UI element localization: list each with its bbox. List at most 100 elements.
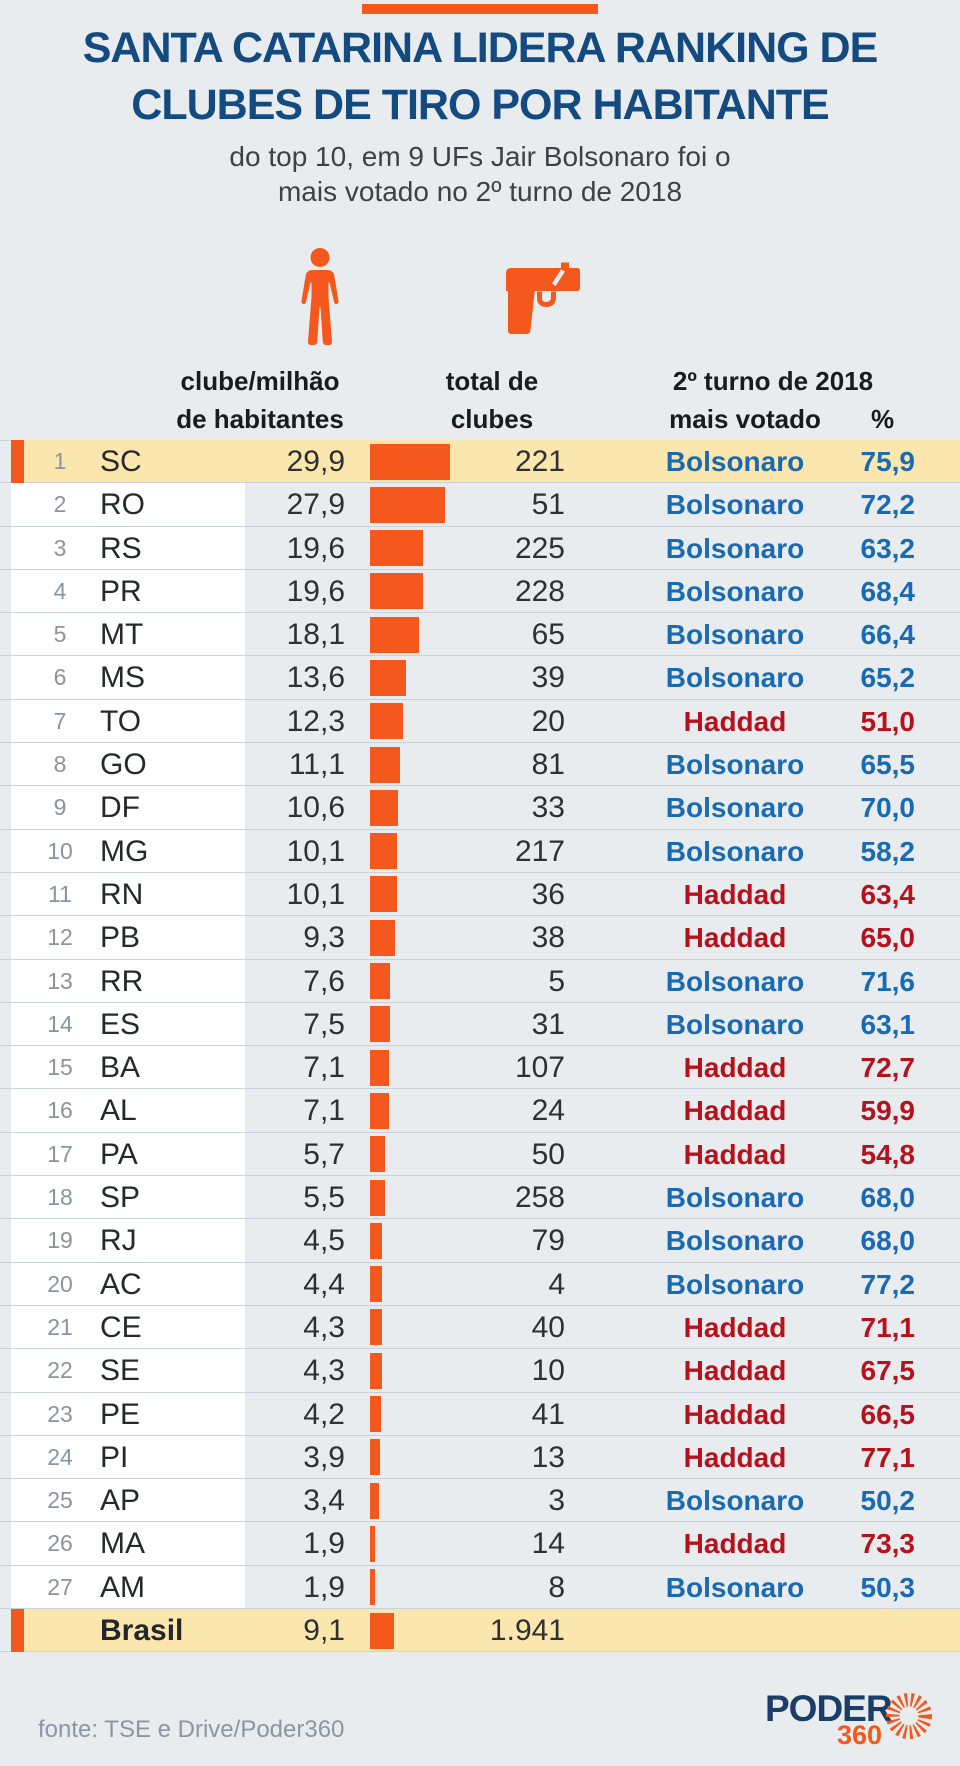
candidate-cell: Bolsonaro [665, 965, 805, 997]
pct-cell: 65,0 [860, 922, 916, 954]
rank-cell: 16 [47, 1097, 73, 1124]
value-bar [370, 530, 423, 567]
value-cell: 4,4 [303, 1267, 345, 1301]
uf-cell: RS [100, 531, 142, 565]
pct-cell: 68,0 [860, 1225, 916, 1257]
candidate-cell: Haddad [683, 1052, 787, 1084]
value-cell: 10,1 [286, 834, 345, 868]
value-bar [370, 1309, 382, 1346]
uf-cell: AP [100, 1484, 141, 1518]
value-bar [370, 1092, 390, 1129]
page-subtitle: do top 10, em 9 UFs Jair Bolsonaro foi o… [0, 139, 960, 209]
total-cell: 1.941 [489, 1614, 565, 1648]
value-bar [370, 659, 407, 696]
logo-wordmark: PODER [765, 1688, 893, 1729]
value-cell: 11,1 [288, 748, 345, 782]
value-bar [370, 616, 419, 653]
candidate-cell: Bolsonaro [665, 835, 805, 867]
candidate-cell: Bolsonaro [665, 1008, 805, 1040]
rank-cell: 15 [47, 1054, 73, 1081]
pct-cell: 50,2 [860, 1485, 916, 1517]
value-bar [370, 746, 400, 783]
pct-cell: 63,1 [860, 1008, 916, 1040]
rank-cell: 1 [53, 448, 67, 474]
total-cell: 20 [531, 704, 565, 738]
total-cell: 217 [514, 834, 565, 868]
value-bar [370, 443, 451, 480]
uf-cell: TO [100, 704, 142, 738]
pct-cell: 50,3 [860, 1571, 916, 1603]
rank-cell: 12 [47, 924, 73, 951]
rank-cell: 14 [47, 1010, 73, 1037]
pct-cell: 68,0 [860, 1182, 916, 1214]
column-header-most-voted: mais votado [669, 404, 821, 434]
candidate-cell: Bolsonaro [665, 1182, 805, 1214]
column-header-2018-runoff: 2º turno de 2018 [672, 366, 874, 396]
pct-cell [830, 1609, 915, 1652]
title-line2: CLUBES DE TIRO POR HABITANTE [131, 81, 829, 129]
rank-cell: 3 [53, 534, 67, 561]
uf-cell: GO [100, 748, 147, 782]
subtitle-line2: mais votado no 2º turno de 2018 [277, 176, 683, 207]
table-row: 10 MG 10,1 217 Bolsonaro 58,2 [0, 829, 960, 873]
total-cell: 13 [531, 1440, 565, 1474]
candidate-cell: Haddad [683, 922, 787, 954]
pct-cell: 72,7 [860, 1052, 916, 1084]
rank-cell: 26 [47, 1530, 73, 1557]
table-row: 24 PI 3,9 13 Haddad 77,1 [0, 1435, 960, 1480]
table-row: 22 SE 4,3 10 Haddad 67,5 [0, 1349, 960, 1393]
total-cell: 38 [531, 921, 565, 955]
value-cell: 3,9 [303, 1440, 345, 1474]
value-cell: 4,2 [303, 1397, 345, 1431]
candidate-cell: Haddad [683, 878, 787, 910]
ranking-table: 1 SC 29,9 221 Bolsonaro 75,9 2 RO 27,9 5… [0, 440, 960, 1653]
pct-cell: 66,5 [860, 1398, 916, 1430]
candidate-cell: Haddad [683, 705, 787, 737]
uf-cell: PR [100, 574, 142, 608]
table-row: 12 PB 9,3 38 Haddad 65,0 [0, 916, 960, 960]
column-header-clubs-per-million: clube/milhão de habitantes [130, 362, 390, 438]
value-bar [370, 1222, 383, 1259]
poder360-logo: PODER 360 [765, 1686, 945, 1750]
table-row: 18 SP 5,5 258 Bolsonaro 68,0 [0, 1176, 960, 1220]
candidate-cell: Haddad [683, 1441, 787, 1473]
table-row: 1 SC 29,9 221 Bolsonaro 75,9 [0, 440, 960, 484]
table-row: 11 RN 10,1 36 Haddad 63,4 [0, 872, 960, 917]
column-header-percent: % [870, 404, 895, 434]
candidate-cell: Bolsonaro [665, 575, 805, 607]
pct-cell: 65,5 [860, 749, 916, 781]
uf-cell: RO [100, 488, 145, 522]
table-row: 14 ES 7,5 31 Bolsonaro 63,1 [0, 1002, 960, 1047]
candidate-cell: Bolsonaro [665, 489, 805, 521]
candidate-cell: Haddad [683, 1398, 787, 1430]
table-row: 27 AM 1,9 8 Bolsonaro 50,3 [0, 1565, 960, 1610]
table-row: 23 PE 4,2 41 Haddad 66,5 [0, 1392, 960, 1436]
rank-cell: 4 [53, 577, 67, 604]
value-cell: 12,3 [286, 704, 345, 738]
value-bar [370, 1439, 381, 1476]
pct-cell: 63,2 [860, 532, 916, 564]
candidate-cell: Bolsonaro [665, 662, 805, 694]
col1-line2: de habitantes [176, 404, 344, 434]
total-cell: 8 [548, 1570, 565, 1604]
total-cell: 10 [531, 1354, 565, 1388]
pct-cell: 51,0 [860, 705, 916, 737]
total-cell: 3 [548, 1484, 565, 1518]
rank-cell: 11 [48, 880, 72, 907]
total-cell: 228 [514, 574, 565, 608]
uf-cell: BA [100, 1051, 141, 1085]
pct-cell: 77,1 [860, 1441, 916, 1473]
person-icon [301, 248, 339, 345]
candidate-cell: Bolsonaro [665, 1225, 805, 1257]
value-cell: 9,1 [303, 1614, 345, 1648]
table-row: 9 DF 10,6 33 Bolsonaro 70,0 [0, 786, 960, 830]
title-line1: SANTA CATARINA LIDERA RANKING DE [82, 24, 879, 72]
candidate-cell: Bolsonaro [665, 446, 805, 477]
pct-cell: 75,9 [860, 446, 916, 477]
value-bar [370, 1482, 380, 1519]
candidate-cell: Bolsonaro [665, 619, 805, 651]
column-header-total-clubs: total de clubes [392, 362, 592, 438]
value-bar [370, 1612, 395, 1649]
pct-cell: 73,3 [860, 1528, 916, 1560]
uf-cell: Brasil [100, 1614, 184, 1648]
